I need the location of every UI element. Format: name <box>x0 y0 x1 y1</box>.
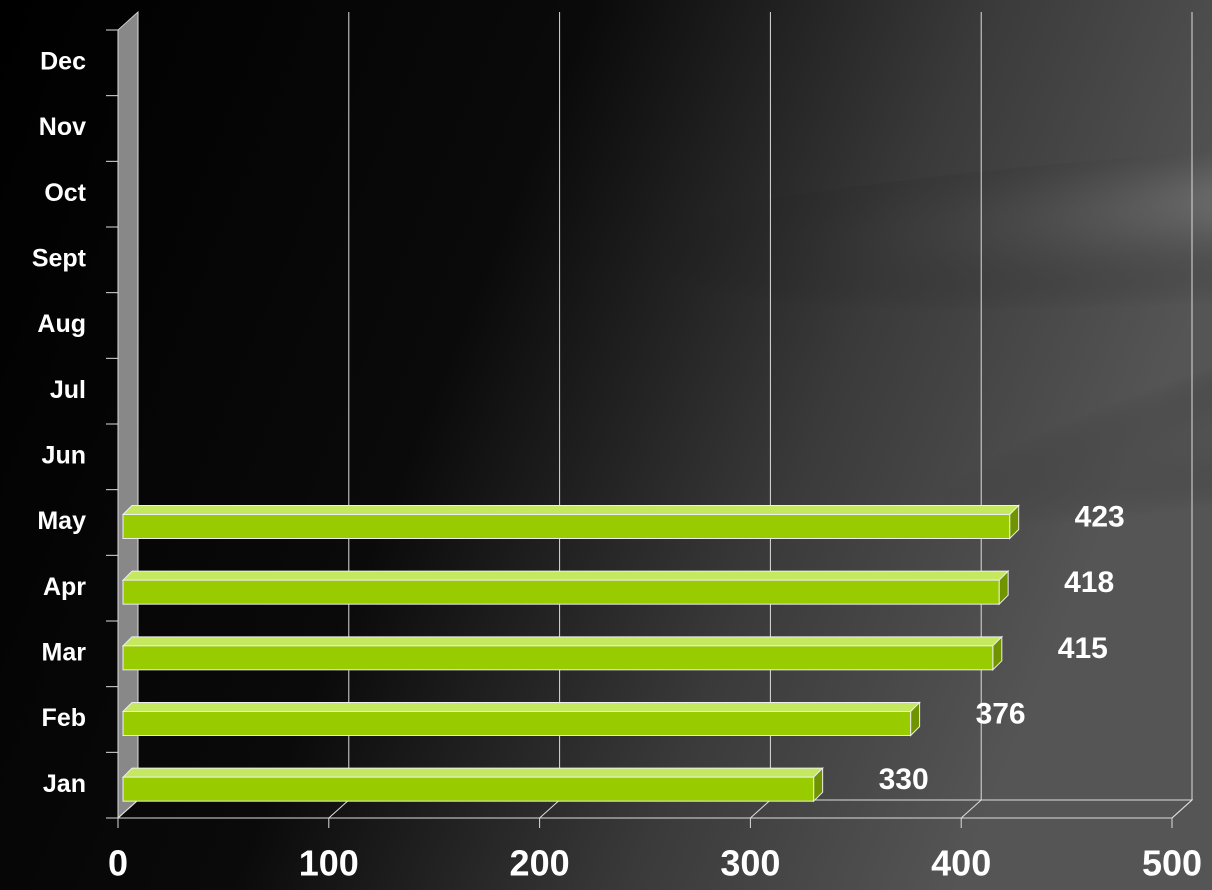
x-tick-label: 0 <box>108 843 128 884</box>
x-tick-label: 500 <box>1142 843 1202 884</box>
bar <box>122 711 912 736</box>
bar <box>122 514 1011 539</box>
bar-top <box>121 767 824 778</box>
value-label: 376 <box>976 697 1026 730</box>
floor-grid-line <box>328 799 350 819</box>
floor-grid-line <box>1171 799 1193 819</box>
bar-top <box>121 505 1020 515</box>
background-streak <box>467 305 1212 635</box>
value-label: 418 <box>1064 566 1114 599</box>
x-tick-label: 200 <box>510 843 570 884</box>
bar-top <box>121 570 1010 581</box>
y-tick-label: Apr <box>43 573 86 601</box>
x-tick-label: 100 <box>299 843 359 884</box>
y-tick-label: Jul <box>50 376 86 404</box>
y-tick-label: Oct <box>44 179 86 207</box>
y-tick-label: Jan <box>43 770 86 798</box>
bar <box>122 776 815 802</box>
y-tick-label: Jun <box>42 441 86 469</box>
y-tick-label: Nov <box>39 113 86 141</box>
bar <box>122 579 1000 605</box>
floor-grid-line <box>539 799 560 819</box>
left-wall <box>117 10 139 820</box>
y-tick-label: Mar <box>42 638 87 666</box>
bar-top <box>121 702 921 712</box>
bar <box>122 645 994 671</box>
floor-grid-line <box>960 799 982 819</box>
value-label: 415 <box>1058 632 1108 665</box>
floor-grid-line <box>117 799 139 819</box>
x-tick-label: 300 <box>720 843 780 884</box>
y-tick-label: May <box>37 507 86 535</box>
bar-top <box>121 636 1004 647</box>
y-tick-label: Sept <box>32 244 87 272</box>
y-tick-label: Aug <box>37 310 86 338</box>
x-tick-label: 400 <box>931 843 991 884</box>
value-label: 423 <box>1075 500 1125 533</box>
background-streak <box>303 144 1212 376</box>
y-tick-label: Feb <box>42 704 86 732</box>
y-tick-label: Dec <box>40 47 86 75</box>
value-label: 330 <box>879 763 929 796</box>
floor-grid-line <box>750 799 771 819</box>
